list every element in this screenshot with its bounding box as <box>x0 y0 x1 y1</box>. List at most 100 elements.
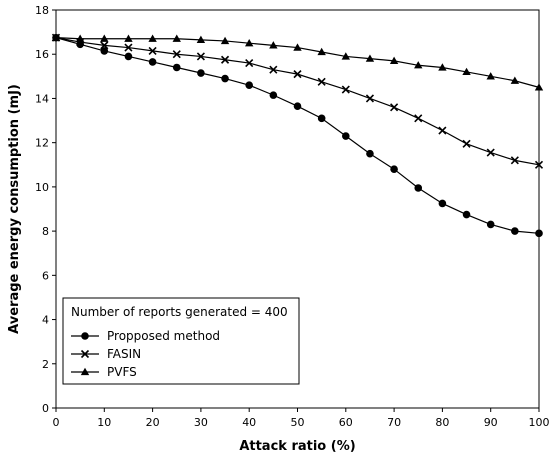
data-point <box>220 36 230 45</box>
data-point <box>317 47 326 56</box>
legend-entry: Propposed method <box>71 329 220 343</box>
data-point <box>220 55 230 64</box>
data-point <box>365 94 375 103</box>
series-line <box>55 37 540 234</box>
x-axis-title: Attack ratio (%) <box>239 439 355 454</box>
x-tick-label: 10 <box>97 416 111 429</box>
data-point <box>390 165 398 173</box>
data-point <box>414 61 423 69</box>
data-point <box>293 102 302 110</box>
y-tick-label: 0 <box>42 402 49 415</box>
data-point <box>414 114 423 123</box>
legend-marker <box>81 332 89 340</box>
legend-entries: Propposed method FASIN PVFS <box>71 329 220 379</box>
y-tick-label: 4 <box>42 314 49 327</box>
data-point <box>75 34 85 42</box>
legend-entry: PVFS <box>71 365 137 379</box>
data-point <box>486 72 495 80</box>
data-point <box>196 35 206 43</box>
y-tick-label: 2 <box>42 358 49 371</box>
legend-label: FASIN <box>107 347 141 361</box>
legend-title: Number of reports generated = 400 <box>71 305 288 319</box>
y-tick-label: 10 <box>35 181 49 194</box>
series-triangle <box>51 33 544 91</box>
data-point <box>221 74 229 83</box>
data-point <box>245 59 254 68</box>
data-point <box>51 33 61 41</box>
data-point <box>148 58 157 66</box>
data-point <box>293 70 302 79</box>
data-point <box>172 34 181 42</box>
data-point <box>510 76 520 84</box>
x-tick-label: 0 <box>53 416 60 429</box>
data-point <box>414 184 423 192</box>
x-tick-label: 20 <box>146 416 160 429</box>
data-point <box>438 126 447 135</box>
data-point <box>341 85 350 94</box>
data-point <box>438 199 447 208</box>
legend-label: Propposed method <box>107 329 220 343</box>
legend-entry: FASIN <box>71 347 141 361</box>
legend-label: PVFS <box>107 365 137 379</box>
data-point <box>148 34 157 42</box>
data-point <box>100 34 109 42</box>
series-x <box>51 33 544 169</box>
data-point <box>341 52 350 60</box>
data-point <box>100 47 109 55</box>
data-point <box>438 63 447 71</box>
data-point <box>462 139 471 148</box>
x-tick-label: 60 <box>339 416 353 429</box>
data-point <box>124 52 133 61</box>
y-tick-label: 6 <box>42 269 49 282</box>
data-point <box>535 229 543 238</box>
data-point <box>197 69 205 77</box>
legend-marker <box>80 367 90 376</box>
x-tick-label: 100 <box>529 416 550 429</box>
legend-box <box>62 297 300 385</box>
y-axis-title: Average energy consumption (mJ) <box>7 84 22 334</box>
data-point <box>486 220 495 229</box>
series-circle <box>52 33 543 238</box>
y-tick-label: 12 <box>35 137 49 150</box>
data-point <box>390 103 399 112</box>
data-point <box>342 132 350 140</box>
x-tick-label: 40 <box>242 416 256 429</box>
y-tick-label: 18 <box>35 4 49 17</box>
data-point <box>462 67 471 76</box>
data-point <box>100 41 109 50</box>
data-point <box>366 149 374 158</box>
data-point <box>124 43 133 52</box>
x-tick-label: 50 <box>291 416 305 429</box>
data-point <box>534 160 544 169</box>
y-tick-label: 14 <box>35 92 49 105</box>
data-point <box>172 63 181 72</box>
data-point <box>510 156 519 165</box>
x-tick-label: 80 <box>435 416 449 429</box>
data-point <box>172 50 181 59</box>
data-point <box>269 91 278 99</box>
data-point <box>148 46 157 55</box>
data-point <box>196 52 205 61</box>
data-point <box>269 65 278 74</box>
data-point <box>317 114 326 123</box>
data-point <box>486 148 495 157</box>
x-tick-label: 70 <box>387 416 401 429</box>
legend: Number of reports generated = 400 Proppo… <box>62 297 300 385</box>
data-point <box>365 54 375 62</box>
legend-marker <box>80 349 90 359</box>
data-point <box>534 83 544 91</box>
y-tick-label: 16 <box>35 48 49 61</box>
y-tick-label: 8 <box>42 225 49 238</box>
data-point <box>245 81 253 89</box>
data-point <box>389 56 399 65</box>
data-point <box>245 38 254 47</box>
data-point <box>317 77 326 86</box>
axes: 0 2 4 6 8 10 12 14 16 18 0 10 20 30 40 50 60 70 80 90 100 <box>35 4 550 429</box>
x-tick-label: 90 <box>484 416 498 429</box>
data-point <box>124 34 133 42</box>
x-tick-label: 30 <box>194 416 208 429</box>
data-point <box>462 210 471 219</box>
data-point <box>269 41 278 49</box>
